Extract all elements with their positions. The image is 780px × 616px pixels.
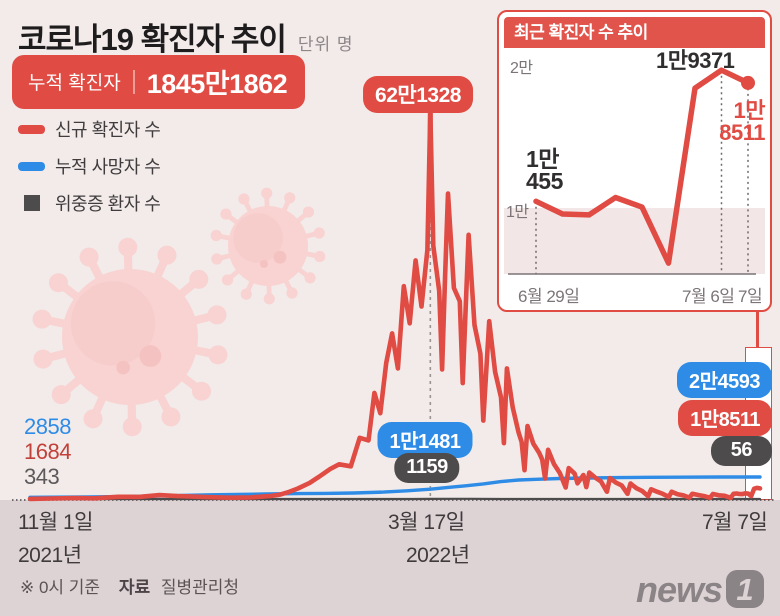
deaths-start-value: 2858 <box>24 414 71 439</box>
x-tick-left: 11월 1일 2021년 <box>18 506 93 569</box>
cases-start-value: 1684 <box>24 439 71 464</box>
cumulative-total-badge: 누적 확진자 1845만1862 <box>12 55 306 109</box>
legend-item-new-cases: 신규 확진자 수 <box>18 116 161 142</box>
badge-divider <box>132 69 135 94</box>
inset-chart <box>508 67 756 275</box>
page-title: 코로나19 확진자 추이 <box>18 22 287 57</box>
dark-square-marker-icon <box>24 195 40 211</box>
legend-label: 누적 사망자 수 <box>55 157 161 177</box>
red-dash-marker-icon <box>18 124 45 134</box>
deaths-end-pill: 2만4593 <box>676 362 772 398</box>
footnote-basis: ※ 0시 기준 <box>20 578 101 597</box>
inset-x-tick-jul7: 7일 <box>738 287 763 306</box>
inset-chart-area: 2만 1만 1만 455 1만9371 1만 8511 6월 29일 7월 6일… <box>504 48 765 306</box>
series-start-values: 2858 1684 343 <box>24 414 71 489</box>
footnote: ※ 0시 기준 자료 질병관리청 <box>20 573 239 598</box>
news1-logo-word: news <box>635 569 723 610</box>
x-tick-mid: 3월 17일 2022년 <box>388 506 470 569</box>
bottom-strip <box>0 500 780 616</box>
x-tick-right-date: 7월 7일 <box>702 511 768 534</box>
legend-item-cumulative-deaths: 누적 사망자 수 <box>18 153 161 179</box>
inset-last-value-label: 1만 8511 <box>719 100 765 144</box>
unit-label: 단위 명 <box>297 35 354 54</box>
x-tick-mid-date: 3월 17일 <box>388 511 465 534</box>
inset-first-value-line2: 455 <box>526 168 563 194</box>
x-tick-mid-year: 2022년 <box>406 544 470 567</box>
inset-last-value-line2: 8511 <box>719 120 765 145</box>
inset-y-tick-20k: 2만 <box>510 60 533 77</box>
inset-callout-connector <box>756 312 759 348</box>
inset-y-tick-10k: 1만 <box>506 204 529 221</box>
news1-logo: news 1 <box>636 570 764 608</box>
inset-x-tick-jun29: 6월 29일 <box>518 287 580 306</box>
deaths-mid-pill: 1만1481 <box>377 422 473 458</box>
inset-title: 최근 확진자 수 추이 <box>504 17 765 48</box>
footnote-source: 질병관리청 <box>160 578 240 597</box>
severe-mid-pill: 1159 <box>394 453 460 483</box>
inset-peak-value-label: 1만9371 <box>656 48 735 73</box>
severe-end-pill: 56 <box>710 436 772 466</box>
inset-last-value-line1: 1만 <box>733 98 766 123</box>
legend-item-severe-cases: 위중증 환자 수 <box>18 190 161 216</box>
severe-start-value: 343 <box>24 464 60 489</box>
cumulative-total-value: 1845만1862 <box>146 69 288 99</box>
inset-first-value-label: 1만 455 <box>526 146 563 194</box>
news1-logo-box-icon: 1 <box>726 570 764 608</box>
footnote-source-label: 자료 <box>118 578 151 597</box>
inset-x-tick-jul6: 7월 6일 <box>682 287 735 306</box>
x-tick-left-date: 11월 1일 <box>18 511 93 534</box>
legend: 신규 확진자 수 누적 사망자 수 위중증 환자 수 <box>18 116 161 216</box>
recent-trend-inset-panel: 최근 확진자 수 추이 2만 1만 1만 455 1만9371 1만 8511 … <box>497 10 772 312</box>
news1-logo-digit: 1 <box>736 571 754 607</box>
inset-first-value-line1: 1만 <box>526 146 559 172</box>
header: 코로나19 확진자 추이 단위 명 <box>18 14 354 59</box>
legend-label: 위중증 환자 수 <box>55 194 161 214</box>
legend-label: 신규 확진자 수 <box>55 120 161 140</box>
cases-end-pill: 1만8511 <box>678 400 772 436</box>
blue-dash-marker-icon <box>18 161 45 171</box>
cumulative-total-label: 누적 확진자 <box>28 73 121 94</box>
x-tick-right: 7월 7일 <box>702 506 768 536</box>
peak-cases-pill: 62만1328 <box>363 76 473 113</box>
x-tick-left-year: 2021년 <box>18 544 82 567</box>
